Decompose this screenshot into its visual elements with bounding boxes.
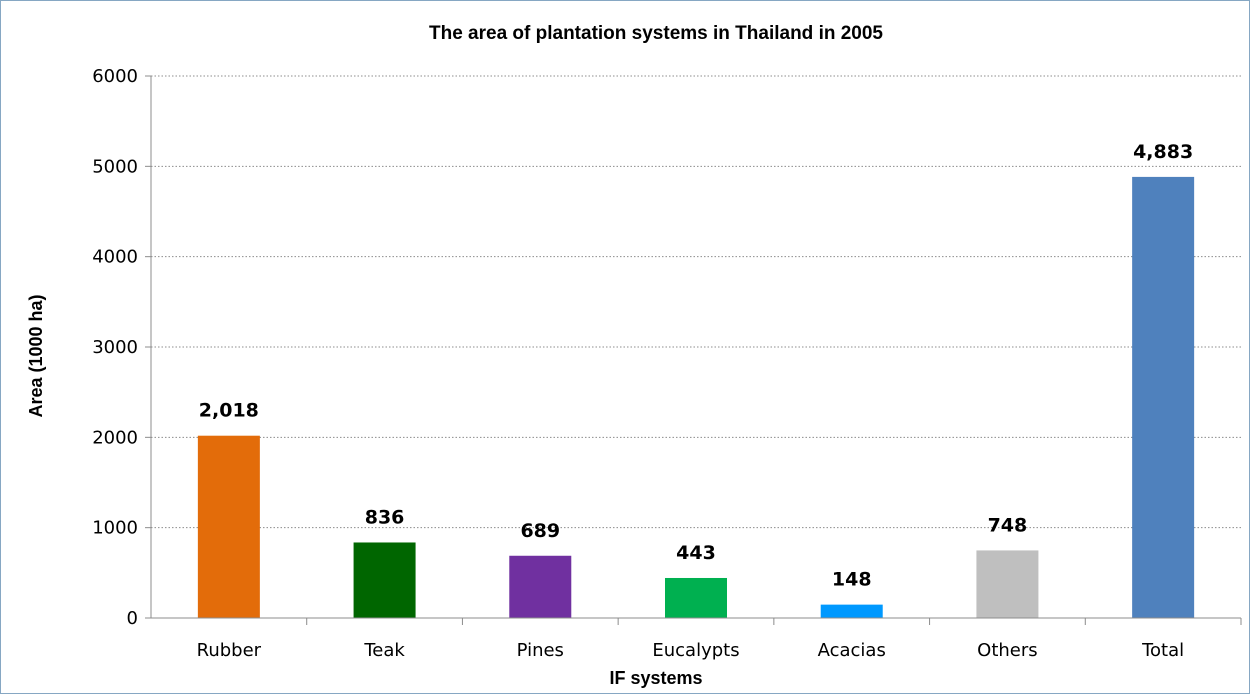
y-tick-label: 4000	[92, 247, 138, 268]
data-labels: 2,018 836 689 443 148 748 4,883	[199, 141, 1193, 591]
bar-rubber	[197, 435, 260, 618]
bar-pines	[509, 555, 572, 618]
axes: 0 1000 2000 3000 4000 5000 6000 Rubber Teak Pines…	[92, 66, 1242, 661]
data-label-pines: 689	[520, 520, 560, 542]
x-tick-label: Others	[977, 640, 1038, 661]
x-tick-label: Acacias	[818, 640, 886, 661]
x-tick-label: Eucalypts	[652, 640, 739, 661]
y-axis-title: Area (1000 ha)	[26, 294, 46, 417]
bar-teak	[353, 542, 416, 618]
y-tick-label: 2000	[92, 427, 138, 448]
x-tick-label: Rubber	[197, 640, 262, 661]
y-tick-label: 5000	[92, 156, 138, 177]
y-tick-label: 0	[127, 608, 138, 629]
y-tick-label: 6000	[92, 66, 138, 87]
bar-eucalypts	[665, 577, 727, 618]
x-tick-label: Total	[1141, 640, 1184, 661]
data-label-total: 4,883	[1133, 141, 1193, 163]
bar-others	[976, 550, 1039, 618]
data-label-eucalypts: 443	[676, 542, 716, 564]
bar-acacias	[820, 604, 883, 618]
gridlines	[151, 75, 1241, 529]
data-label-rubber: 2,018	[199, 400, 259, 422]
bar-total	[1132, 176, 1195, 618]
data-label-acacias: 148	[832, 569, 872, 591]
x-tick-label: Teak	[363, 640, 405, 661]
data-label-others: 748	[988, 514, 1028, 536]
bars	[197, 176, 1195, 618]
data-label-teak: 836	[365, 506, 405, 528]
x-tick-label: Pines	[517, 640, 564, 661]
chart-title: The area of plantation systems in Thaila…	[429, 23, 883, 44]
y-tick-label: 3000	[92, 337, 138, 358]
x-axis-title: IF systems	[609, 668, 702, 688]
y-tick-label: 1000	[92, 518, 138, 539]
